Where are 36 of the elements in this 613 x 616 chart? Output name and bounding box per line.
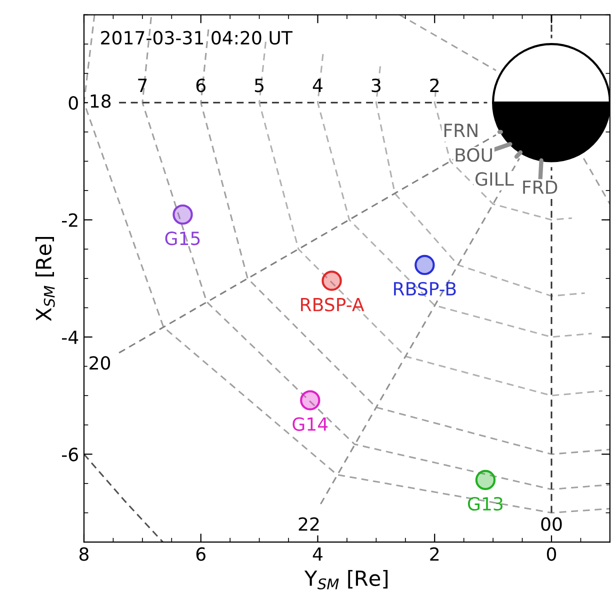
series-label: G15 <box>165 232 200 246</box>
series-label: G14 <box>292 417 328 431</box>
annotation: FRD <box>523 180 558 194</box>
y-tick-label: 0 <box>68 96 78 110</box>
x-axis-title: Y$_{SM}$ [Re] <box>304 570 388 590</box>
annotation: 4 <box>312 78 322 92</box>
y-tick-label: -2 <box>62 213 78 227</box>
x-tick-label: 4 <box>312 547 322 561</box>
point <box>300 390 320 410</box>
annotation: 7 <box>138 78 147 92</box>
point <box>172 204 193 225</box>
annotation: 3 <box>372 78 380 92</box>
text: 2017-03-31 04:20 UT <box>101 30 292 45</box>
x-tick-label: 8 <box>79 547 88 561</box>
x-tick-label: 2 <box>430 547 439 561</box>
annotation: BOU <box>456 148 492 162</box>
y-axis-title: X$_{SM}$ [Re] <box>35 237 55 322</box>
annotation: GILL <box>476 172 514 186</box>
point <box>322 270 342 291</box>
annotation: FRN <box>444 124 478 137</box>
annotation: 2 <box>430 78 439 92</box>
annotation: 22 <box>298 517 319 531</box>
series-label: RBSP-B <box>394 282 456 296</box>
point <box>475 470 496 490</box>
x-tick-label: 0 <box>546 547 556 561</box>
x-tick-label: 6 <box>196 547 206 561</box>
y-tick-label: -6 <box>62 448 78 462</box>
y-tick-label: -4 <box>62 330 78 344</box>
annotation: 5 <box>254 78 264 92</box>
annotation: 00 <box>541 517 562 531</box>
series-label: RBSP-A <box>301 298 364 312</box>
annotation: 20 <box>90 356 110 370</box>
point <box>414 254 435 276</box>
annotation: 18 <box>90 94 111 108</box>
series-label: G13 <box>468 496 502 511</box>
annotation: 6 <box>196 78 206 92</box>
